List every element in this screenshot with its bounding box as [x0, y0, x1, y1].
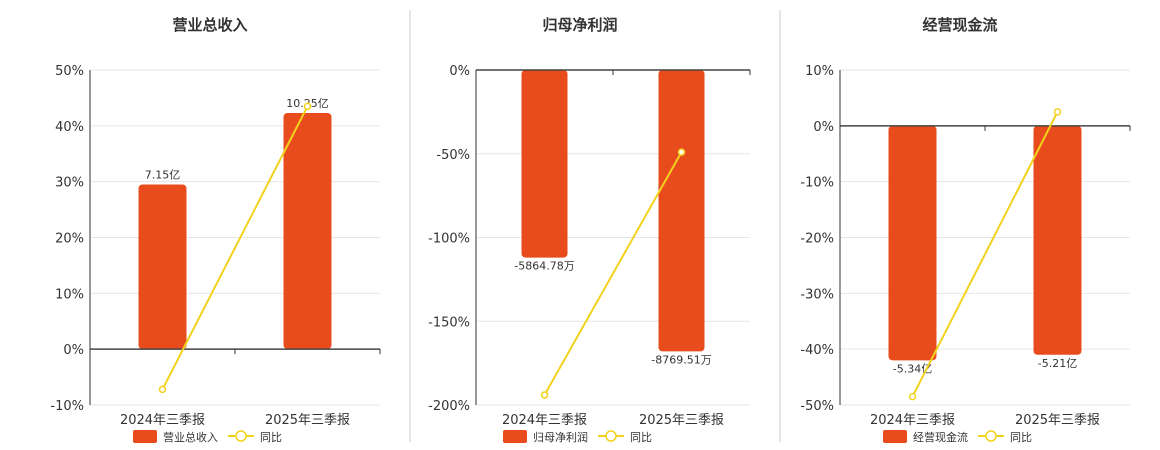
legend-bar-swatch — [883, 430, 907, 443]
x-category-label: 2024年三季报 — [870, 413, 955, 428]
y-tick-label: 10% — [55, 287, 84, 302]
chart-panel-1: 营业总收入-10%0%10%20%30%40%50%7.15亿10.25亿202… — [50, 16, 381, 444]
x-category-label: 2025年三季报 — [265, 413, 350, 428]
legend-bar-label: 经营现金流 — [913, 430, 968, 444]
y-tick-label: 40% — [55, 120, 84, 135]
bar-data-label: -5.21亿 — [1038, 357, 1077, 370]
y-tick-label: -100% — [428, 232, 470, 247]
y-tick-label: -30% — [800, 287, 834, 302]
y-tick-label: 0% — [449, 64, 470, 79]
bar-data-label: 7.15亿 — [145, 168, 181, 181]
yoy-line — [911, 111, 1059, 398]
bar-data-label: -8769.51万 — [651, 353, 711, 366]
legend-line-label: 同比 — [1010, 431, 1032, 444]
legend-bar-swatch — [133, 430, 157, 443]
y-tick-label: 10% — [805, 64, 834, 79]
chart-title: 营业总收入 — [172, 16, 247, 34]
chart-title: 归母净利润 — [542, 16, 617, 34]
y-tick-label: -150% — [428, 315, 470, 330]
x-category-label: 2024年三季报 — [502, 413, 587, 428]
y-tick-label: -50% — [800, 399, 834, 414]
legend-line-marker — [605, 430, 617, 442]
bar-data-label: -5864.78万 — [514, 260, 574, 273]
bar — [1033, 125, 1082, 355]
yoy-point — [540, 391, 549, 399]
y-tick-label: -50% — [436, 148, 470, 163]
yoy-line — [543, 151, 683, 396]
yoy-point — [303, 102, 312, 111]
legend-bar-label: 营业总收入 — [163, 430, 218, 444]
chart-panel-2: 归母净利润 -200% -150% -100% -50% 0% -5864.78万 -8769… — [428, 16, 751, 444]
chart-panel-3: 经营现金流 -50% -40% -30% -20% -10% 0% 10% -5.34亿 -5.2… — [800, 16, 1131, 444]
y-tick-label: 30% — [55, 176, 84, 191]
x-category-label: 2025年三季报 — [1015, 413, 1100, 428]
y-tick-label: -20% — [800, 232, 834, 247]
y-tick-label: 50% — [55, 64, 84, 79]
legend-line-marker — [985, 430, 997, 442]
y-tick-label: 0% — [63, 343, 84, 358]
chart-title: 经营现金流 — [922, 16, 997, 34]
yoy-point — [677, 148, 686, 156]
legend-line-label: 同比 — [630, 431, 652, 444]
legend-line-marker — [235, 430, 247, 442]
yoy-point — [908, 392, 917, 401]
bar — [658, 70, 705, 352]
bar — [521, 70, 568, 258]
y-tick-label: -10% — [50, 399, 84, 414]
y-tick-label: 20% — [55, 232, 84, 247]
y-tick-label: 0% — [813, 120, 834, 135]
bar-data-label: -5.34亿 — [893, 362, 932, 375]
y-tick-label: -200% — [428, 399, 470, 414]
y-tick-label: -40% — [800, 343, 834, 358]
bar — [138, 184, 187, 350]
x-category-label: 2024年三季报 — [120, 413, 205, 428]
yoy-line — [161, 105, 309, 390]
legend-line-label: 同比 — [260, 431, 282, 444]
yoy-point — [1053, 108, 1062, 116]
y-tick-label: -10% — [800, 176, 834, 191]
bar — [283, 112, 332, 350]
yoy-point — [158, 385, 167, 394]
legend-bar-label: 归母净利润 — [533, 430, 588, 444]
bar — [888, 125, 937, 361]
x-category-label: 2025年三季报 — [639, 413, 724, 428]
legend-bar-swatch — [503, 430, 527, 443]
